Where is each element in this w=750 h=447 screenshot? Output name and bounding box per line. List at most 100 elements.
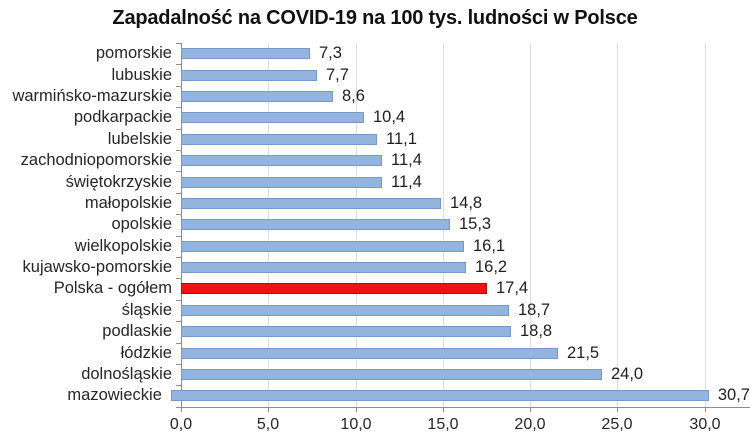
bar-rows: pomorskie 7,3 lubuskie 7,7 warmińsko-mazursk… [0,43,750,407]
bar-row: warmińsko-mazurskie 8,6 [0,86,750,107]
category-tick [176,407,181,408]
bar-area: 17,4 [181,278,750,299]
category-tick [176,214,181,215]
bar-row: lubuskie 7,7 [0,64,750,85]
value-bar [181,197,441,209]
bar-row: mazowieckie 30,7 [0,385,750,406]
category-label: małopolskie [84,193,172,212]
value-label: 14,8 [450,193,483,212]
value-bar [181,347,558,359]
category-label: opolskie [111,215,172,234]
category-tick [176,343,181,344]
bar-area: 10,4 [181,107,750,128]
category-tick [176,278,181,279]
bar-area: 7,7 [181,64,750,85]
bar-area: 11,4 [181,150,750,171]
category-label: lubuskie [111,65,172,84]
bar-area: 16,2 [181,257,750,278]
value-bar [181,219,450,231]
bar-row: świętokrzyskie 11,4 [0,171,750,192]
value-label: 10,4 [373,108,406,127]
category-tick [176,257,181,258]
category-label: świętokrzyskie [65,172,172,191]
x-tick-label: 10,0 [340,415,372,433]
x-tick-label: 25,0 [601,415,633,433]
bar-area: 8,6 [181,86,750,107]
value-bar [170,390,709,402]
category-label: dolnośląskie [81,365,172,384]
category-label: podlaskie [102,322,172,341]
x-tick [705,406,706,412]
value-label: 11,4 [391,151,422,170]
bar-area: 24,0 [181,364,750,385]
bar-row: wielkopolskie 16,1 [0,236,750,257]
bar-row: Polska - ogółem 17,4 [0,278,750,299]
value-label: 18,7 [518,300,551,319]
x-tick-label: 30,0 [689,415,721,433]
x-tick [268,406,269,412]
value-label: 17,4 [496,279,529,298]
category-label: śląskie [121,300,172,319]
category-tick [176,171,181,172]
bar-area: 16,1 [181,236,750,257]
bar-row: kujawsko-pomorskie 16,2 [0,257,750,278]
category-tick [176,364,181,365]
value-bar [181,262,466,274]
category-tick [176,300,181,301]
x-tick-label: 15,0 [427,415,459,433]
bar-area: 11,1 [181,129,750,150]
value-label: 11,4 [391,172,422,191]
bar-row: podlaskie 18,8 [0,321,750,342]
bar-row: pomorskie 7,3 [0,43,750,64]
bar-row: małopolskie 14,8 [0,193,750,214]
value-bar [181,69,317,81]
value-bar [181,90,333,102]
bar-area: 14,8 [181,193,750,214]
gridline [530,43,531,407]
category-label: zachodniopomorskie [20,151,172,170]
gridline [705,43,706,407]
bar-row: łódzkie 21,5 [0,342,750,363]
category-tick [176,385,181,386]
bar-area: 7,3 [181,43,750,64]
bar-row: lubelskie 11,1 [0,129,750,150]
value-label: 24,0 [611,365,644,384]
category-label: podkarpackie [73,108,172,127]
category-tick [176,129,181,130]
gridline [617,43,618,407]
value-label: 8,6 [342,86,365,105]
value-bar [181,112,364,124]
bar-row: zachodniopomorskie 11,4 [0,150,750,171]
value-bar [181,369,602,381]
category-tick [176,43,181,44]
bar-area: 18,8 [181,321,750,342]
category-label: pomorskie [95,44,172,63]
x-tick-label: 20,0 [514,415,546,433]
value-bar [181,133,377,145]
value-label: 30,7 [717,386,750,405]
x-tick [617,406,618,412]
category-tick [176,107,181,108]
value-bar [181,155,382,167]
plot-area: pomorskie 7,3 lubuskie 7,7 warmińsko-mazursk… [0,43,750,408]
value-bar [181,240,464,252]
bar-row: opolskie 15,3 [0,214,750,235]
bar-area: 18,7 [181,300,750,321]
value-label: 16,1 [473,236,506,255]
category-tick [176,150,181,151]
value-label: 7,7 [326,65,349,84]
bar-row: podkarpackie 10,4 [0,107,750,128]
category-tick [176,193,181,194]
category-label: kujawsko-pomorskie [22,258,172,277]
chart-title: Zapadalność na COVID-19 na 100 tys. ludn… [112,7,638,29]
category-tick [176,86,181,87]
value-bar [181,48,310,60]
bar-row: śląskie 18,7 [0,300,750,321]
value-bar [181,176,382,188]
value-bar [181,326,511,338]
value-bar [181,283,487,295]
bar-area: 21,5 [181,342,750,363]
category-label: Polska - ogółem [53,279,172,298]
category-label: łódzkie [120,343,172,362]
